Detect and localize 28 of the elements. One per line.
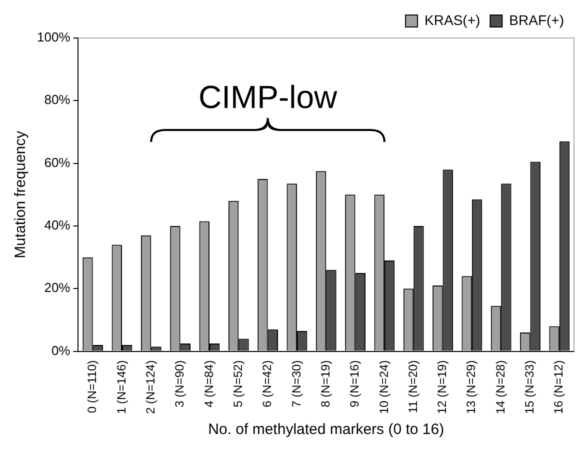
legend-label: KRAS(+) [424, 12, 480, 28]
y-tick-label: 0% [51, 342, 71, 358]
x-tick-label: 3 (N=90) [172, 360, 187, 408]
x-tick-label: 14 (N=28) [493, 360, 508, 414]
x-tick-label: 1 (N=146) [114, 360, 128, 414]
x-tick-label: 13 (N=29) [464, 360, 478, 414]
y-tick-label: 80% [44, 92, 71, 108]
x-tick-label: 11 (N=20) [406, 360, 420, 414]
annotation: CIMP-low [198, 79, 338, 115]
x-tick-label: 4 (N=84) [202, 360, 216, 408]
x-axis-title: No. of methylated markers (0 to 16) [208, 421, 444, 438]
x-tick-label: 6 (N=42) [260, 360, 274, 408]
x-tick-label: 9 (N=16) [348, 360, 362, 408]
y-tick-label: 20% [44, 280, 71, 296]
y-tick-label: 100% [37, 30, 71, 45]
y-tick-label: 60% [44, 154, 71, 170]
x-tick-label: 2 (N=124) [143, 360, 158, 414]
x-tick-label: 16 (N=12) [552, 360, 566, 414]
x-tick-label: 10 (N=24) [376, 360, 391, 414]
x-tick-label: 7 (N=30) [289, 360, 304, 408]
legend-label: BRAF(+) [509, 12, 564, 28]
x-tick-label: 15 (N=33) [522, 360, 537, 414]
x-tick-label: 8 (N=19) [318, 360, 332, 408]
x-tick-label: 0 (N=110) [85, 360, 100, 414]
y-tick-label: 40% [44, 218, 71, 233]
y-axis-title: Mutation frequency [12, 130, 30, 258]
x-tick-label: 5 (N=52) [230, 360, 245, 408]
x-tick-label: 12 (N=19) [435, 360, 450, 414]
